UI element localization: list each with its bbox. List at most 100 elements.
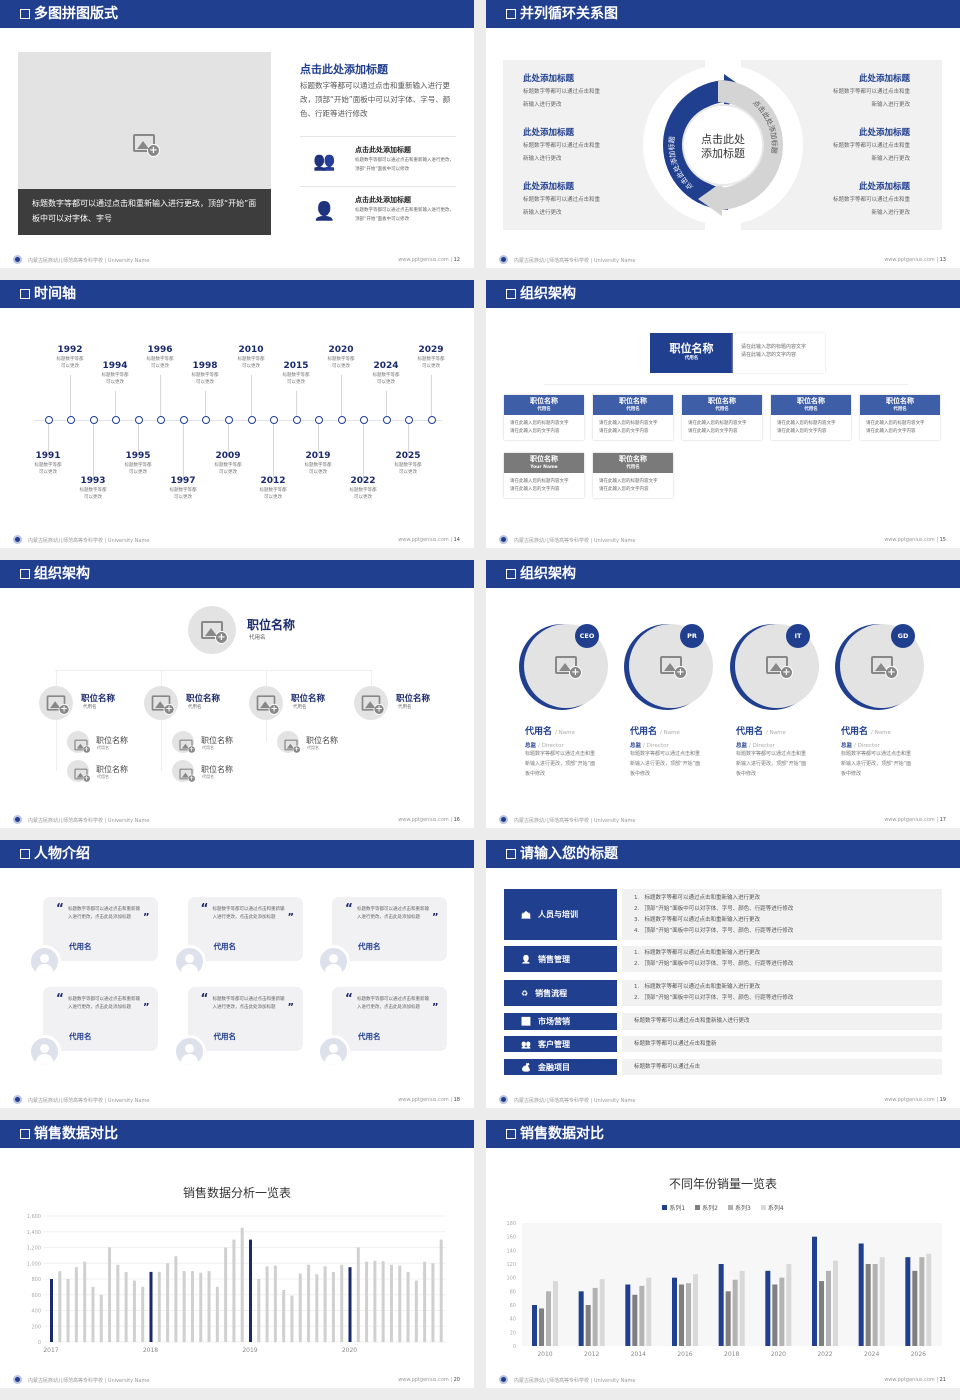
avatar-icon[interactable]	[172, 945, 206, 978]
quote-open-icon: “	[345, 991, 353, 1005]
footer-school: 内蒙古民族幼儿师范高等专科学校 | University Name	[28, 538, 150, 544]
image-placeholder-icon	[179, 768, 196, 783]
position-box[interactable]: 职位名称 代用名 请在此输入您的标题内容文字 请在此输入您的文字内容	[504, 395, 584, 440]
avatar-icon[interactable]	[172, 1035, 206, 1068]
avatar-icon[interactable]	[317, 945, 350, 978]
legend-item[interactable]: 系列4	[760, 1205, 784, 1212]
slide-title: 组织架构	[34, 566, 90, 582]
quote-card[interactable]	[332, 987, 447, 1051]
person-role: 总监	[525, 743, 537, 749]
event-year: 2012	[260, 476, 286, 486]
event-desc: 可以更改	[151, 364, 169, 369]
quote-card[interactable]	[187, 987, 303, 1051]
category-detail: 标题数字等都可以通过点击和重新输入进行更改	[622, 1013, 942, 1030]
position-box[interactable]: 职位名称 Your Name 请在此输入您的标题内容文字 请在此输入您的文字内容	[504, 453, 584, 498]
category-1[interactable]: 🏫 人员与培训	[504, 889, 617, 940]
timeline-dot[interactable]	[427, 416, 436, 424]
position-sub: 代用名	[804, 407, 818, 412]
bar-2014-series3	[639, 1285, 645, 1346]
quote-card[interactable]	[187, 897, 303, 961]
legend-swatch	[760, 1205, 766, 1210]
slide-12[interactable]: 多图拼图版式 内蒙古民族幼儿师范高等专科学校 | University Name w…	[0, 0, 474, 268]
category-detail: 1. 标题数字等都可以通过点击和重新输入进行更改 2. 顶部“开始”面板中可以对字…	[622, 946, 942, 972]
position-box[interactable]: 职位名称 代用名 请在此输入您的标题内容文字 请在此输入您的文字内容	[860, 395, 940, 440]
position-box[interactable]: 职位名称 代用名 请在此输入您的标题内容文字 请在此输入您的文字内容	[771, 395, 851, 440]
detail-line: 1. 标题数字等都可以通过点击和重新输入进行更改	[634, 950, 760, 956]
timeline-dot[interactable]	[89, 416, 98, 424]
person-role-en: / Director	[643, 743, 669, 749]
timeline-dot[interactable]	[224, 416, 233, 424]
text-line: 请在此输入您的标题内容文字	[599, 421, 658, 426]
bar-27	[265, 1266, 269, 1342]
category-5[interactable]: 👥 客户管理	[504, 1036, 617, 1052]
bar-39	[365, 1261, 369, 1342]
slide-16[interactable]: 组织架构 内蒙古民族幼儿师范高等专科学校 | University Name www…	[0, 560, 474, 828]
checkbox-square-icon	[20, 9, 30, 19]
timeline-dot[interactable]	[359, 416, 368, 424]
quote-card[interactable]	[332, 897, 447, 961]
slide-17[interactable]: 组织架构 内蒙古民族幼儿师范高等专科学校 | University Name www…	[486, 560, 960, 828]
quote-card[interactable]	[43, 987, 158, 1051]
footer-school: 内蒙古民族幼儿师范高等专科学校 | University Name	[28, 1378, 150, 1384]
detail-line: 标题数字等都可以通过点击和重新输入进行更改	[634, 1018, 750, 1024]
timeline-dot[interactable]	[382, 416, 391, 424]
slide-18[interactable]: 人物介绍 内蒙古民族幼儿师范高等专科学校 | University Name www…	[0, 840, 474, 1108]
position-box[interactable]: 职位名称 代用名 请在此输入您的标题内容文字 请在此输入您的文字内容	[593, 453, 673, 498]
slide-footer: 内蒙古民族幼儿师范高等专科学校 | University Name www.ppt…	[486, 814, 960, 826]
timeline-dot[interactable]	[66, 416, 75, 424]
timeline-dot[interactable]	[269, 416, 278, 424]
slide-13[interactable]: 并列循环关系图 内蒙古民族幼儿师范高等专科学校 | University Name…	[486, 0, 960, 268]
slide-title: 并列循环关系图	[520, 6, 618, 22]
position-sub: 代用名	[293, 705, 307, 710]
slide-footer: 内蒙古民族幼儿师范高等专科学校 | University Name www.ppt…	[486, 534, 960, 546]
position-sub: 代用名	[202, 774, 214, 779]
connector	[48, 424, 49, 457]
legend-item[interactable]: 系列2	[695, 1205, 718, 1212]
avatar-icon[interactable]	[317, 1035, 350, 1068]
quote-open-icon: “	[56, 901, 64, 915]
slide-footer: 内蒙古民族幼儿师范高等专科学校 | University Name www.ppt…	[0, 1374, 474, 1386]
slide-21[interactable]: 销售数据对比 内蒙古民族幼儿师范高等专科学校 | University Name w…	[486, 1120, 960, 1388]
timeline-dot[interactable]	[247, 416, 256, 424]
timeline-dot[interactable]	[292, 416, 301, 424]
timeline-dot[interactable]	[314, 416, 323, 424]
timeline-dot[interactable]	[179, 416, 188, 424]
position-sub: 代用名	[715, 407, 729, 412]
slide-footer: 内蒙古民族幼儿师范高等专科学校 | University Name www.ppt…	[486, 1374, 960, 1386]
category-4[interactable]: 📊 市场营销	[504, 1013, 617, 1030]
category-6[interactable]: 💰 金融项目	[504, 1059, 617, 1075]
slide-19[interactable]: 请输入您的标题 内蒙古民族幼儿师范高等专科学校 | University Name…	[486, 840, 960, 1108]
connector	[386, 391, 387, 416]
avatar-icon[interactable]	[28, 1035, 61, 1068]
event-year: 2010	[238, 345, 264, 355]
event-year: 2009	[215, 451, 241, 461]
category-2[interactable]: 👤 销售管理	[504, 946, 617, 972]
item-left: 此处添加标题 标题数字等都可以通过点击和重 新输入进行更改	[523, 127, 600, 166]
divider	[300, 186, 456, 187]
quote-card[interactable]	[43, 897, 158, 961]
slide-20[interactable]: 销售数据对比 内蒙古民族幼儿师范高等专科学校 | University Name w…	[0, 1120, 474, 1388]
position-box[interactable]: 职位名称 代用名 请在此输入您的标题内容文字 请在此输入您的文字内容	[593, 395, 673, 440]
slide-14[interactable]: 时间轴 内蒙古民族幼儿师范高等专科学校 | University Name www.…	[0, 280, 474, 548]
image-placeholder-icon	[133, 134, 160, 157]
legend-item[interactable]: 系列1	[662, 1205, 685, 1212]
text-line: 请在此输入您的文字内容	[599, 428, 649, 434]
timeline-dot[interactable]	[44, 416, 53, 424]
school-logo-icon	[499, 815, 508, 824]
cycle-arc-blue	[663, 80, 729, 210]
top-position-box[interactable]: 职位名称 代用名	[650, 333, 733, 373]
timeline-dot[interactable]	[156, 416, 165, 424]
position-box[interactable]: 职位名称 代用名 请在此输入您的标题内容文字 请在此输入您的文字内容	[682, 395, 762, 440]
timeline-dot[interactable]	[404, 416, 413, 424]
legend-item[interactable]: 系列3	[728, 1205, 751, 1212]
slide-15[interactable]: 组织架构 内蒙古民族幼儿师范高等专科学校 | University Name www…	[486, 280, 960, 548]
timeline-dot[interactable]	[111, 416, 120, 424]
avatar-icon[interactable]	[28, 945, 61, 978]
detail-line: 3. 标题数字等都可以通过点击和重新输入进行更改	[634, 916, 760, 923]
image-placeholder-icon	[151, 695, 175, 715]
timeline-dot[interactable]	[337, 416, 346, 424]
category-3[interactable]: ♻ 销售流程	[504, 980, 617, 1006]
timeline-dot[interactable]	[134, 416, 143, 424]
bar-19	[199, 1272, 203, 1342]
timeline-dot[interactable]	[201, 416, 210, 424]
